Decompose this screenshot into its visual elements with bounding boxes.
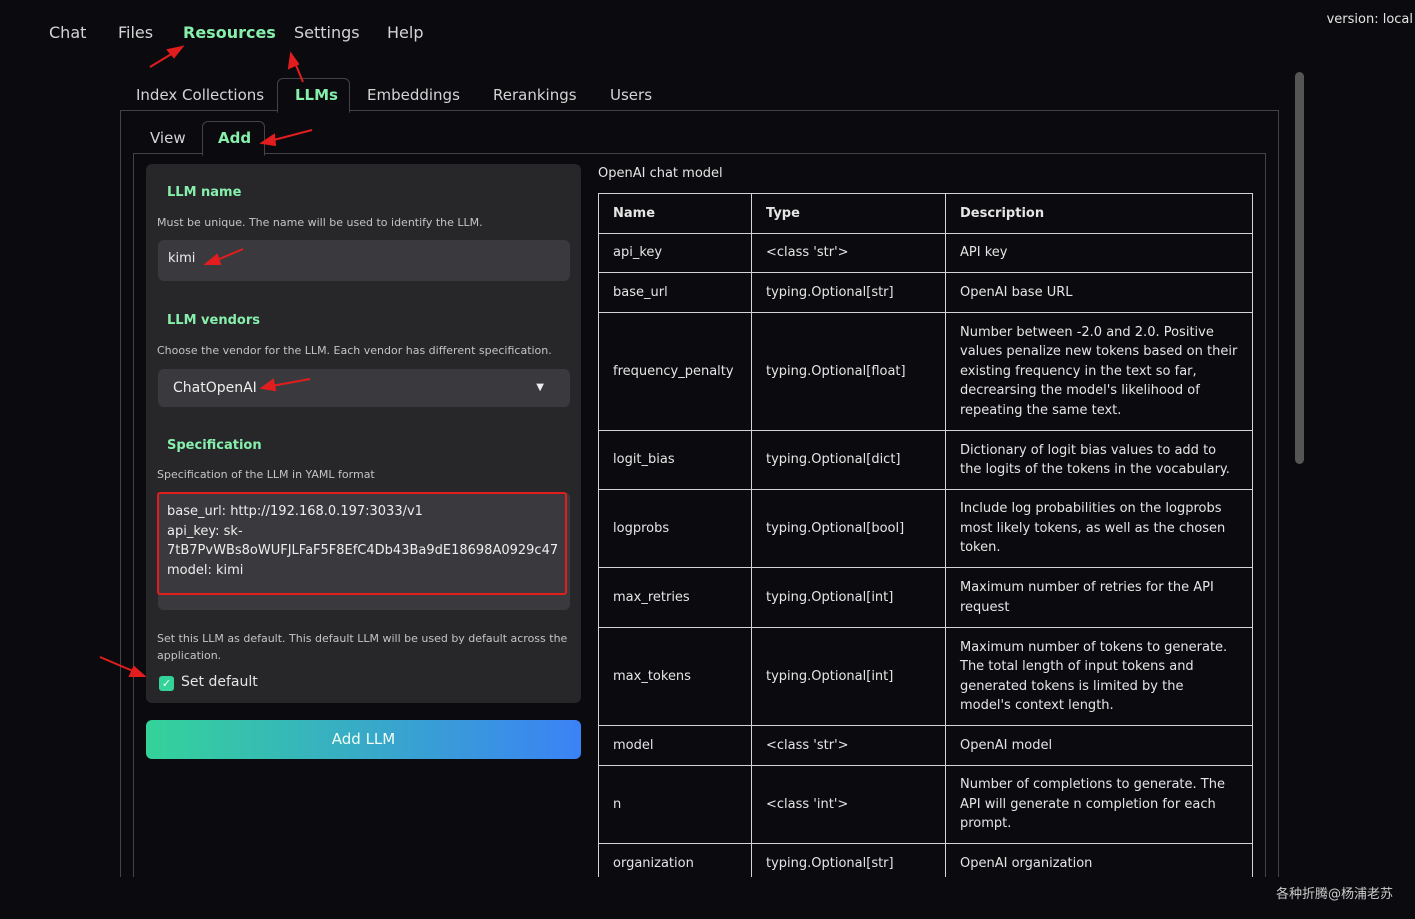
nav-item[interactable]: Files	[118, 23, 154, 42]
header-cell: Type	[751, 193, 946, 234]
nav-item[interactable]: Settings	[294, 23, 360, 42]
table-cell: typing.Optional[float]	[751, 312, 946, 431]
field-label: Specification	[167, 438, 262, 453]
table-cell: api_key	[598, 233, 752, 273]
highlight-box	[157, 492, 567, 595]
tab[interactable]: LLMs	[295, 86, 338, 104]
checkbox-label: Set default	[181, 674, 258, 690]
tab[interactable]: Embeddings	[367, 86, 460, 104]
table-cell: typing.Optional[str]	[751, 272, 946, 313]
table-cell: logit_bias	[598, 430, 752, 490]
textarea[interactable]: base_url: http://192.168.0.197:3033/v1 a…	[157, 492, 570, 610]
add-button[interactable]: Add LLM	[146, 720, 581, 759]
table-cell: Number between -2.0 and 2.0. Positive va…	[945, 312, 1253, 431]
app: version: local Chat Files Resources Sett…	[49, 12, 1413, 877]
table-row: n <class 'int'> Number of completions to g…	[598, 765, 1253, 844]
table-cell: max_retries	[598, 567, 752, 628]
table-cell: typing.Optional[dict]	[751, 430, 946, 490]
spec-line: api_key: sk-7tB7PvWBs8oWUFJLFaF5F8EfC4Db…	[167, 523, 559, 559]
subtab-panel	[133, 153, 1266, 877]
version: version: local	[1326, 12, 1413, 27]
tab-panel	[120, 110, 1279, 877]
table-cell: logprobs	[598, 489, 752, 568]
text-input[interactable]: kimi	[158, 240, 570, 281]
watermark: 各种折腾@杨浦老苏	[1276, 887, 1394, 902]
table-cell: n	[598, 765, 752, 844]
table-row: frequency_penalty typing.Optional[float] N…	[598, 312, 1253, 431]
table-cell: typing.Optional[int]	[751, 567, 946, 628]
dropdown-caret: ▼	[536, 382, 544, 393]
table-cell: Maximum number of retries for the API re…	[945, 567, 1253, 628]
checkbox[interactable]: ✓	[159, 676, 174, 691]
spec-text: base_url: http://192.168.0.197:3033/v1 a…	[167, 502, 562, 580]
spec-table: Name Type Description api_key <class 'str'>…	[598, 193, 1253, 877]
table-cell: OpenAI base URL	[945, 272, 1253, 313]
field-help: Must be unique. The name will be used to…	[157, 216, 483, 229]
header-cell: Name	[598, 193, 752, 234]
table-cell: OpenAI model	[945, 725, 1253, 766]
tab[interactable]: Users	[610, 86, 653, 104]
field-label: LLM name	[167, 185, 242, 200]
table-cell: organization	[598, 843, 752, 877]
table-cell: OpenAI organization	[945, 843, 1253, 877]
field-label: LLM vendors	[167, 313, 260, 328]
table-cell: max_tokens	[598, 627, 752, 726]
tab[interactable]: Rerankings	[493, 86, 577, 104]
table-row: max_retries typing.Optional[int] Maximum n…	[598, 567, 1253, 628]
table-cell: model	[598, 725, 752, 766]
table-cell: <class 'int'>	[751, 765, 946, 844]
table-cell: Number of completions to generate. The A…	[945, 765, 1253, 844]
table-row: logit_bias typing.Optional[dict] Dictionar…	[598, 430, 1253, 490]
dropdown-value: ChatOpenAI	[173, 380, 257, 396]
spec-line: base_url: http://192.168.0.197:3033/v1	[167, 504, 423, 519]
table-row: logprobs typing.Optional[bool] Include log…	[598, 489, 1253, 568]
spec-line: model: kimi	[167, 562, 244, 578]
table-cell: <class 'str'>	[751, 725, 946, 766]
table-row: organization typing.Optional[str] OpenAI o…	[598, 843, 1253, 877]
subtab[interactable]: Add	[218, 129, 252, 147]
field-help: Specification of the LLM in YAML format	[157, 468, 375, 481]
scrollbar[interactable]	[1295, 72, 1304, 464]
table-row: api_key <class 'str'> API key	[598, 233, 1253, 273]
form-card: LLM name Must be unique. The name will b…	[146, 164, 581, 703]
tab[interactable]: Index Collections	[136, 86, 265, 104]
nav-item[interactable]: Resources	[183, 23, 276, 42]
table-cell: Maximum number of tokens to generate. Th…	[945, 627, 1253, 726]
field-help: Set this LLM as default. This default LL…	[157, 632, 568, 662]
table-caption: OpenAI chat model	[598, 166, 723, 181]
table-row: max_tokens typing.Optional[int] Maximum nu…	[598, 627, 1253, 726]
table-cell: typing.Optional[str]	[751, 843, 946, 877]
table-cell: base_url	[598, 272, 752, 313]
header-cell: Description	[945, 193, 1253, 234]
table-cell: typing.Optional[bool]	[751, 489, 946, 568]
nav-item[interactable]: Help	[387, 23, 424, 42]
field-help: Choose the vendor for the LLM. Each vend…	[157, 344, 552, 357]
table-cell: Dictionary of logit bias values to add t…	[945, 430, 1253, 490]
table-cell: frequency_penalty	[598, 312, 752, 431]
header-row: Name Type Description	[598, 193, 1253, 234]
dropdown[interactable]: ChatOpenAI ▼	[158, 369, 570, 407]
active-tab	[277, 78, 350, 113]
table-cell: typing.Optional[int]	[751, 627, 946, 726]
table-cell: <class 'str'>	[751, 233, 946, 273]
nav-item[interactable]: Chat	[49, 23, 87, 42]
table-row: model <class 'str'> OpenAI model	[598, 725, 1253, 766]
table-cell: Include log probabilities on the logprob…	[945, 489, 1253, 568]
table-cell: API key	[945, 233, 1253, 273]
table-row: base_url typing.Optional[str] OpenAI base …	[598, 272, 1253, 313]
subtab[interactable]: View	[150, 129, 186, 147]
